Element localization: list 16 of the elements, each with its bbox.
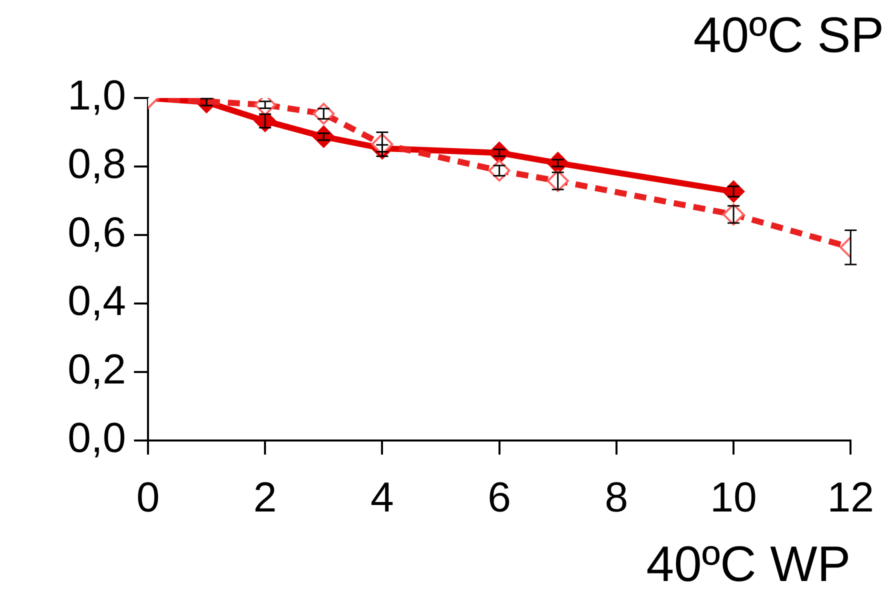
chart-title: 40ºC SP bbox=[693, 6, 884, 63]
x-tick-label: 2 bbox=[253, 473, 277, 520]
y-tick-label: 0,2 bbox=[68, 346, 126, 393]
x-axis-title: 40ºC WP bbox=[646, 536, 851, 592]
y-tick-label: 0,6 bbox=[68, 208, 126, 256]
y-tick-label: 0,8 bbox=[68, 140, 126, 188]
x-tick-label: 8 bbox=[604, 473, 628, 520]
point bbox=[722, 180, 745, 203]
x-tick-label: 6 bbox=[488, 473, 511, 520]
x-tick-label: 4 bbox=[370, 473, 394, 520]
x-tick-label: 12 bbox=[827, 473, 874, 520]
y-tick-label: 1,0 bbox=[68, 72, 126, 119]
y-tick-label: 0,0 bbox=[68, 414, 126, 462]
x-tick-label: 10 bbox=[710, 473, 757, 520]
y-tick-label: 0,4 bbox=[68, 277, 126, 324]
x-tick-label: 0 bbox=[136, 473, 160, 520]
